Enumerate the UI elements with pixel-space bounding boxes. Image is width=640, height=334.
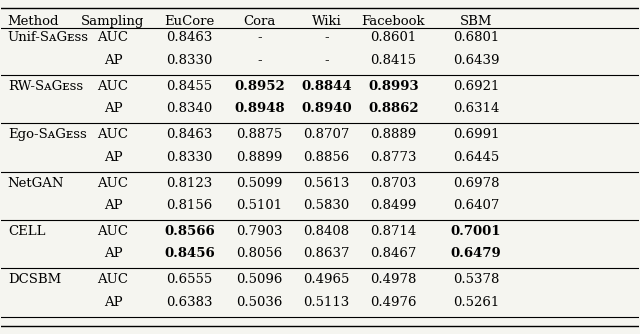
Text: 0.8340: 0.8340	[166, 102, 212, 115]
Text: 0.6407: 0.6407	[453, 199, 499, 212]
Text: 0.5261: 0.5261	[453, 296, 499, 309]
Text: 0.5113: 0.5113	[303, 296, 349, 309]
Text: Wiki: Wiki	[312, 15, 341, 28]
Text: Sampling: Sampling	[81, 15, 145, 28]
Text: 0.7001: 0.7001	[451, 225, 501, 238]
Text: 0.6978: 0.6978	[453, 177, 499, 189]
Text: 0.8456: 0.8456	[164, 247, 215, 261]
Text: 0.6479: 0.6479	[451, 247, 502, 261]
Text: AUC: AUC	[97, 225, 129, 238]
Text: 0.5378: 0.5378	[453, 273, 499, 286]
Text: 0.6383: 0.6383	[166, 296, 212, 309]
Text: 0.8703: 0.8703	[370, 177, 417, 189]
Text: AUC: AUC	[97, 273, 129, 286]
Text: 0.5101: 0.5101	[236, 199, 282, 212]
Text: EuCore: EuCore	[164, 15, 214, 28]
Text: 0.8899: 0.8899	[236, 151, 283, 164]
Text: 0.6445: 0.6445	[453, 151, 499, 164]
Text: 0.6555: 0.6555	[166, 273, 212, 286]
Text: 0.6314: 0.6314	[453, 102, 499, 115]
Text: 0.8637: 0.8637	[303, 247, 349, 261]
Text: 0.8889: 0.8889	[370, 128, 417, 141]
Text: 0.5036: 0.5036	[236, 296, 283, 309]
Text: 0.8862: 0.8862	[368, 102, 419, 115]
Text: 0.5096: 0.5096	[236, 273, 283, 286]
Text: SBM: SBM	[460, 15, 492, 28]
Text: 0.6921: 0.6921	[453, 80, 499, 93]
Text: 0.8875: 0.8875	[236, 128, 283, 141]
Text: AP: AP	[104, 247, 122, 261]
Text: AP: AP	[104, 199, 122, 212]
Text: Unif-SᴀGᴇss: Unif-SᴀGᴇss	[8, 31, 89, 44]
Text: AP: AP	[104, 54, 122, 67]
Text: 0.8455: 0.8455	[166, 80, 212, 93]
Text: 0.8714: 0.8714	[370, 225, 417, 238]
Text: AUC: AUC	[97, 80, 129, 93]
Text: 0.8463: 0.8463	[166, 31, 212, 44]
Text: AUC: AUC	[97, 31, 129, 44]
Text: 0.8940: 0.8940	[301, 102, 352, 115]
Text: 0.8330: 0.8330	[166, 151, 212, 164]
Text: 0.8463: 0.8463	[166, 128, 212, 141]
Text: 0.8773: 0.8773	[370, 151, 417, 164]
Text: AUC: AUC	[97, 128, 129, 141]
Text: AP: AP	[104, 151, 122, 164]
Text: 0.8330: 0.8330	[166, 54, 212, 67]
Text: 0.4976: 0.4976	[370, 296, 417, 309]
Text: -: -	[257, 54, 262, 67]
Text: AUC: AUC	[97, 177, 129, 189]
Text: 0.8467: 0.8467	[370, 247, 417, 261]
Text: DCSBM: DCSBM	[8, 273, 61, 286]
Text: 0.8952: 0.8952	[234, 80, 285, 93]
Text: 0.5613: 0.5613	[303, 177, 349, 189]
Text: 0.8499: 0.8499	[370, 199, 417, 212]
Text: 0.6439: 0.6439	[453, 54, 499, 67]
Text: AP: AP	[104, 296, 122, 309]
Text: Ego-SᴀGᴇss: Ego-SᴀGᴇss	[8, 128, 86, 141]
Text: 0.8601: 0.8601	[370, 31, 417, 44]
Text: CELL: CELL	[8, 225, 45, 238]
Text: AP: AP	[104, 102, 122, 115]
Text: NetGAN: NetGAN	[8, 177, 64, 189]
Text: 0.8707: 0.8707	[303, 128, 349, 141]
Text: 0.5099: 0.5099	[236, 177, 283, 189]
Text: 0.6991: 0.6991	[453, 128, 499, 141]
Text: 0.8156: 0.8156	[166, 199, 212, 212]
Text: 0.6801: 0.6801	[453, 31, 499, 44]
Text: Facebook: Facebook	[362, 15, 425, 28]
Text: 0.8123: 0.8123	[166, 177, 212, 189]
Text: Method: Method	[8, 15, 60, 28]
Text: 0.8948: 0.8948	[234, 102, 285, 115]
Text: -: -	[324, 31, 329, 44]
Text: 0.5830: 0.5830	[303, 199, 349, 212]
Text: RW-SᴀGᴇss: RW-SᴀGᴇss	[8, 80, 83, 93]
Text: 0.4965: 0.4965	[303, 273, 349, 286]
Text: -: -	[324, 54, 329, 67]
Text: Cora: Cora	[243, 15, 276, 28]
Text: 0.8856: 0.8856	[303, 151, 349, 164]
Text: 0.7903: 0.7903	[236, 225, 283, 238]
Text: 0.8056: 0.8056	[236, 247, 283, 261]
Text: 0.8408: 0.8408	[303, 225, 349, 238]
Text: 0.8415: 0.8415	[370, 54, 417, 67]
Text: 0.8844: 0.8844	[301, 80, 352, 93]
Text: 0.8566: 0.8566	[164, 225, 215, 238]
Text: -: -	[257, 31, 262, 44]
Text: 0.8993: 0.8993	[368, 80, 419, 93]
Text: 0.4978: 0.4978	[370, 273, 417, 286]
